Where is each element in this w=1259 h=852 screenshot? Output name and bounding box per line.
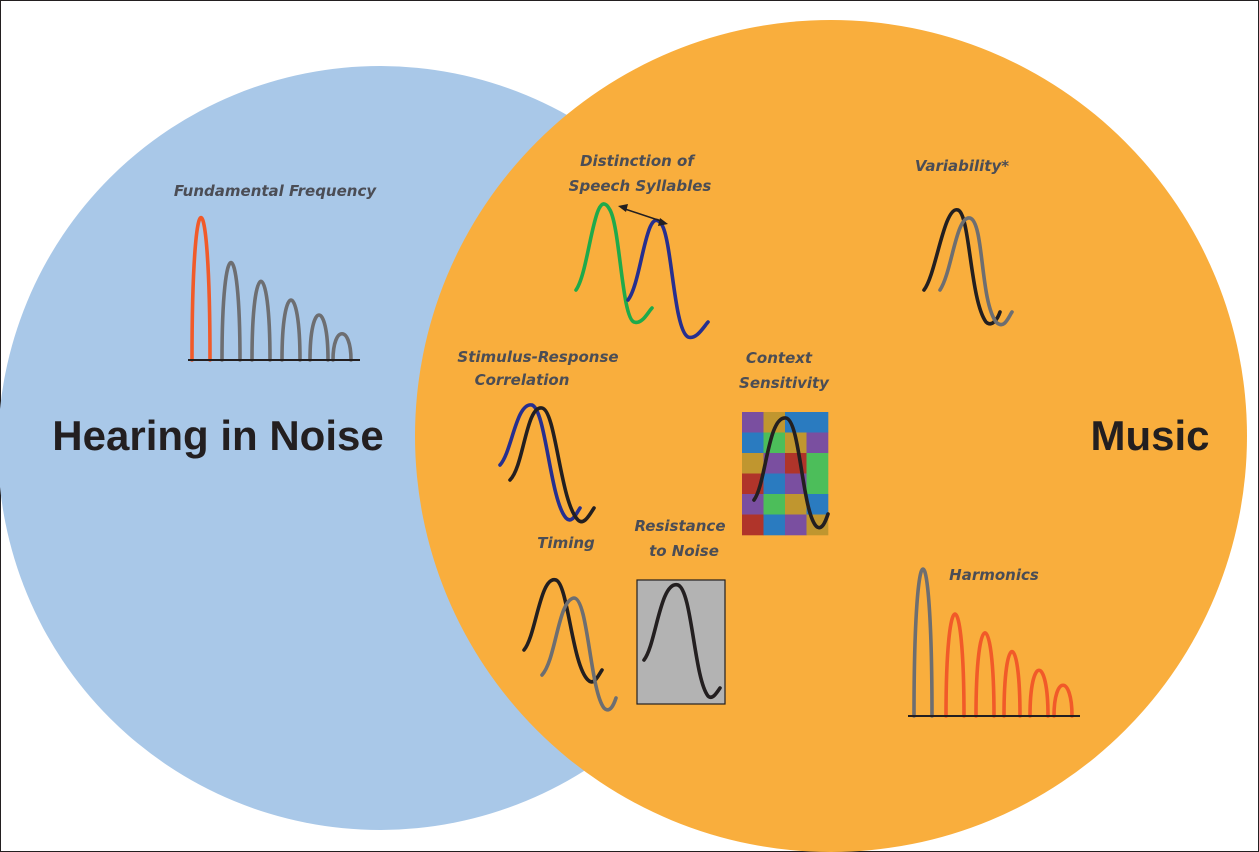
mosaic-cell [742, 432, 764, 454]
mosaic-cell [742, 412, 764, 433]
variability-group: Variability* [915, 157, 1014, 327]
context-waveform [752, 416, 830, 530]
mosaic-cell [785, 514, 807, 536]
stimulus-response-group: Stimulus-Response Correlation [457, 348, 619, 524]
resistance-label-line2: to Noise [649, 542, 719, 560]
harmonic-arc [1028, 668, 1050, 718]
resistance-to-noise-group: Resistance to Noise [634, 517, 726, 705]
mosaic-cell [806, 412, 829, 433]
ff-arc [308, 313, 330, 362]
mosaic-cell [742, 514, 764, 536]
mosaic-cell [785, 494, 807, 515]
resistance-waveform [642, 583, 722, 700]
context-label-line2: Sensitivity [739, 374, 830, 392]
mosaic-cell [806, 473, 829, 495]
context-sensitivity-group: Context Sensitivity [739, 349, 830, 536]
ff-arc [280, 298, 302, 362]
mosaic-cell [763, 494, 786, 515]
blue-waveform [626, 218, 710, 340]
music-circle [415, 20, 1247, 852]
mosaic-cell [806, 432, 829, 454]
fundamental-frequency-spectrum [188, 215, 360, 362]
harmonics-group: Harmonics [908, 566, 1080, 718]
harmonic-arc-fundamental [912, 567, 934, 718]
response-waveform-black [508, 406, 596, 524]
timing-group: Timing [522, 534, 618, 712]
fundamental-frequency-label: Fundamental Frequency [174, 182, 377, 200]
ff-arc [220, 261, 242, 362]
mosaic-cell [785, 453, 807, 474]
context-label-line1: Context [746, 349, 813, 367]
mosaic-cell [763, 453, 786, 474]
distinction-label-line1: Distinction of [580, 152, 696, 170]
distinction-arrowhead-left [618, 204, 628, 212]
mosaic-cell [806, 453, 829, 474]
harmonic-arc [944, 612, 966, 718]
fundamental-frequency-group: Fundamental Frequency [174, 182, 377, 362]
resistance-label-line1: Resistance [634, 517, 725, 535]
ff-arc [250, 279, 272, 362]
harmonic-arc [1002, 649, 1022, 718]
ff-arc-fundamental [190, 215, 212, 362]
stimulus-label-line1: Stimulus-Response [457, 348, 618, 366]
set-title-music: Music [1090, 412, 1209, 459]
distinction-group: Distinction of Speech Syllables [569, 152, 712, 340]
variability-label: Variability* [915, 157, 1009, 175]
stimulus-waveform-blue [498, 403, 582, 522]
stimulus-label-line2: Correlation [475, 371, 570, 389]
timing-label: Timing [537, 534, 595, 552]
distinction-arrowhead-right [658, 218, 668, 226]
ff-arc [331, 331, 353, 362]
harmonics-spectrum [908, 567, 1080, 718]
mosaic-cell [806, 494, 829, 515]
mosaic-cell [785, 412, 807, 433]
mosaic-cell [763, 412, 786, 433]
harmonics-label: Harmonics [949, 566, 1039, 584]
variability-waveform-black [922, 208, 1002, 326]
mosaic-cell [763, 514, 786, 536]
timing-waveform-gray [540, 596, 618, 712]
green-waveform [574, 202, 654, 325]
set-title-hearing-in-noise: Hearing in Noise [52, 412, 383, 459]
distinction-arrow [621, 207, 665, 223]
context-mosaic [742, 412, 829, 536]
harmonic-arc [974, 630, 996, 718]
distinction-label-line2: Speech Syllables [569, 177, 712, 195]
mosaic-cell [742, 453, 764, 474]
variability-waveform-gray [938, 216, 1014, 327]
mosaic-cell [763, 473, 786, 495]
harmonic-arc [1052, 683, 1074, 718]
mosaic-cell [742, 494, 764, 515]
